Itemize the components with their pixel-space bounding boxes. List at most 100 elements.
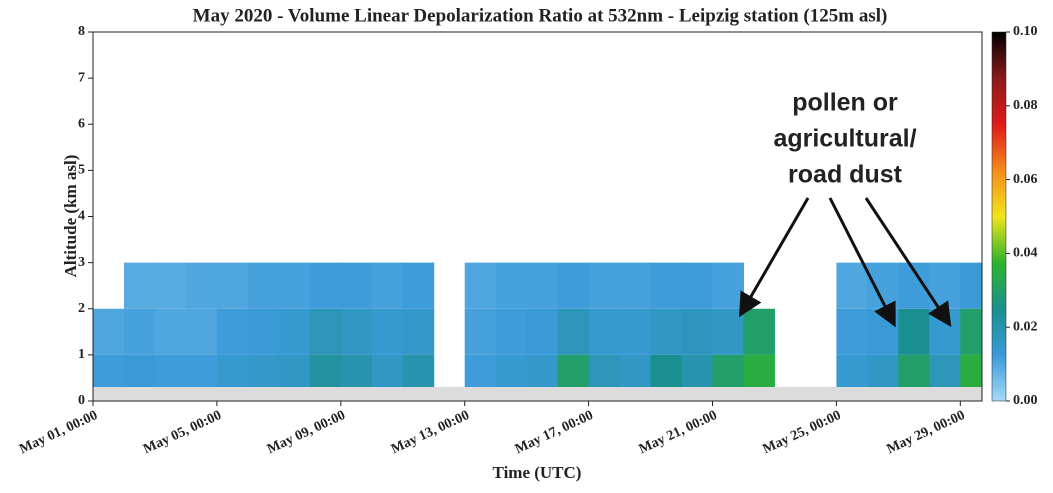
heatmap-cell (681, 308, 714, 355)
heatmap-cell (588, 308, 621, 355)
heatmap-cell (185, 308, 218, 355)
heatmap-cell (123, 354, 156, 388)
chart-title: May 2020 - Volume Linear Depolarization … (193, 5, 888, 26)
heatmap-cell (93, 308, 125, 355)
colorbar-tick-label: 0.02 (1013, 319, 1038, 334)
y-tick-label: 1 (78, 347, 85, 362)
heatmap-cell (123, 262, 156, 309)
heatmap-cell (371, 308, 404, 355)
heatmap-cell (495, 308, 528, 355)
heatmap-cell (495, 262, 528, 309)
heatmap-cell (154, 262, 187, 309)
colorbar-tick-label: 0.10 (1013, 24, 1038, 39)
colorbar-tick-label: 0.08 (1013, 98, 1038, 113)
y-tick-label: 5 (78, 163, 85, 178)
heatmap-cell (712, 308, 744, 355)
heatmap-cell (526, 354, 559, 388)
arrow (828, 197, 896, 328)
heatmap-cell (402, 308, 435, 355)
x-axis-label: Time (UTC) (493, 463, 582, 482)
heatmap-cell (836, 308, 868, 355)
heatmap-cell (402, 354, 435, 388)
heatmap-cell (588, 262, 621, 309)
x-tick-label: May 29, 00:00 (885, 408, 968, 457)
heatmap-cell (216, 262, 249, 309)
arrow (864, 197, 952, 328)
heatmap-cell (464, 354, 497, 388)
heatmap-cell (247, 308, 280, 355)
heatmap-cell (557, 308, 590, 355)
heatmap-cell (247, 354, 280, 388)
heatmap-cell (309, 308, 342, 355)
heatmap-cell (960, 354, 982, 388)
heatmap-cell (836, 262, 868, 309)
heatmap-cell (681, 354, 714, 388)
heatmap-cell (185, 262, 218, 309)
y-tick-label: 8 (78, 24, 85, 39)
heatmap-cell (340, 308, 373, 355)
heatmap-cell (216, 354, 249, 388)
colorbar (991, 31, 1007, 402)
heatmap-cell (93, 354, 125, 388)
heatmap-cell (309, 262, 342, 309)
y-tick-label: 6 (78, 116, 85, 131)
x-tick-label: May 01, 00:00 (17, 408, 100, 457)
y-tick-label: 0 (78, 393, 85, 408)
heatmap-cell (960, 262, 982, 309)
y-tick-label: 2 (78, 301, 85, 316)
colorbar-tick-label: 0.04 (1013, 246, 1038, 261)
arrow (738, 197, 810, 318)
ground-band (93, 387, 982, 401)
y-axis-label: Altitude (km asl) (61, 155, 80, 278)
heatmap-cell (681, 262, 714, 309)
heatmap-cell (216, 308, 249, 355)
colorbar-tick-label: 0.00 (1013, 393, 1038, 408)
heatmap-cell (557, 354, 590, 388)
heatmap-cell (588, 354, 621, 388)
heatmap-cell (526, 308, 559, 355)
heatmap-cell (464, 308, 497, 355)
heatmap-cell (650, 354, 683, 388)
heatmap-cell (836, 354, 868, 388)
x-tick-label: May 21, 00:00 (637, 408, 720, 457)
x-tick-label: May 13, 00:00 (389, 408, 472, 457)
heatmap (93, 262, 982, 388)
x-tick-label: May 09, 00:00 (265, 408, 348, 457)
annotation: road dust (788, 161, 903, 189)
heatmap-cell (743, 354, 775, 388)
heatmap-cell (278, 354, 311, 388)
heatmap-cell (247, 262, 280, 309)
heatmap-cell (185, 354, 218, 388)
heatmap-cell (929, 354, 961, 388)
heatmap-cell (650, 262, 683, 309)
heatmap-cell (495, 354, 528, 388)
heatmap-cell (898, 354, 930, 388)
heatmap-cell (867, 308, 899, 355)
x-tick-label: May 05, 00:00 (141, 408, 224, 457)
heatmap-cell (340, 262, 373, 309)
heatmap-cell (123, 308, 156, 355)
heatmap-cell (619, 354, 652, 388)
heatmap-cell (402, 262, 435, 309)
heatmap-cell (960, 308, 982, 355)
colorbar-tick-label: 0.06 (1013, 172, 1038, 187)
heatmap-cell (278, 308, 311, 355)
y-tick-label: 7 (78, 70, 85, 85)
heatmap-cell (867, 354, 899, 388)
heatmap-cell (898, 308, 930, 355)
heatmap-cell (278, 262, 311, 309)
heatmap-cell (154, 308, 187, 355)
y-tick-label: 4 (78, 209, 85, 224)
heatmap-cell (464, 262, 497, 309)
annotation-arrows (738, 197, 952, 328)
y-tick-label: 3 (78, 255, 85, 270)
heatmap-cell (340, 354, 373, 388)
heatmap-cell (557, 262, 590, 309)
heatmap-cell (743, 308, 775, 355)
heatmap-cell (309, 354, 342, 388)
heatmap-cell (154, 354, 187, 388)
x-tick-label: May 17, 00:00 (513, 408, 596, 457)
annotation: agricultural/ (773, 125, 916, 153)
heatmap-cell (371, 262, 404, 309)
